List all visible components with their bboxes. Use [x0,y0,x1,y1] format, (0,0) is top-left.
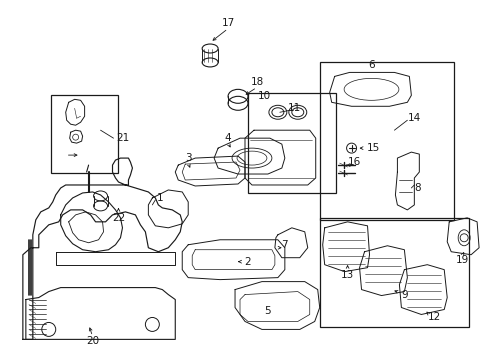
Text: 12: 12 [427,312,440,323]
Text: 21: 21 [116,133,129,143]
Text: 4: 4 [224,133,231,143]
Bar [247,93,335,193]
Text: 10: 10 [257,91,270,101]
Text: 17: 17 [221,18,234,28]
Text: 18: 18 [250,77,263,87]
Bar [51,95,118,173]
Text: 5: 5 [264,306,271,316]
Text: 11: 11 [287,103,301,113]
Text: 15: 15 [366,143,379,153]
Bar [319,62,453,220]
Text: 8: 8 [413,183,420,193]
Text: 14: 14 [407,113,420,123]
Bar [319,218,468,328]
Text: 22: 22 [112,213,125,223]
Text: 9: 9 [400,289,407,300]
Text: 2: 2 [244,257,251,267]
Text: 19: 19 [455,255,468,265]
Text: 1: 1 [157,193,163,203]
Text: 3: 3 [184,153,191,163]
Text: 13: 13 [340,270,353,280]
Text: 16: 16 [347,157,361,167]
Text: 6: 6 [367,60,374,71]
Text: 7: 7 [281,240,287,250]
Text: 20: 20 [86,336,99,346]
